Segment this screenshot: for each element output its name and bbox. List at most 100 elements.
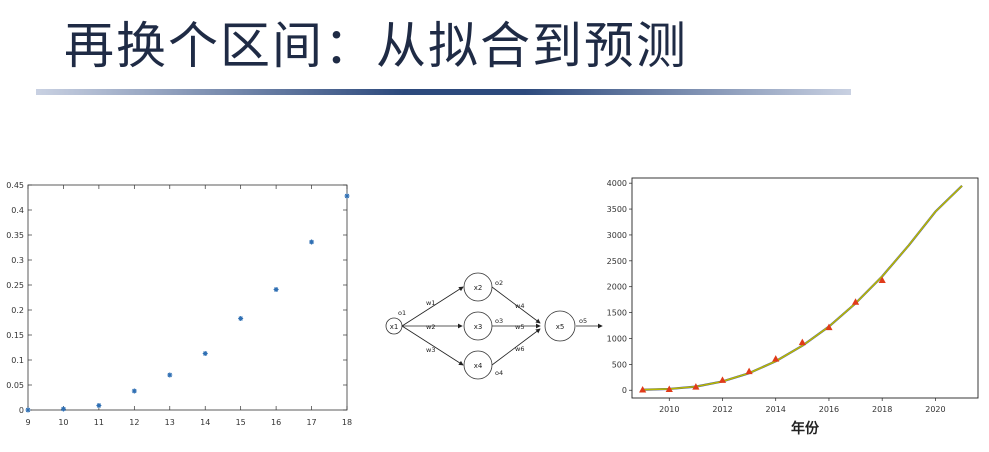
prediction-chart: 0 500 1000 1500 2000 2500 3000 3500 4000 2010 2012… bbox=[595, 172, 989, 448]
edge-label-o3: o3 bbox=[495, 317, 503, 325]
plot-frame bbox=[631, 177, 979, 399]
x-axis-label: 年份 bbox=[791, 420, 820, 437]
x-tick-label: 2012 bbox=[712, 405, 732, 414]
y-tick-label: 0.4 bbox=[11, 206, 24, 215]
data-point-star bbox=[309, 239, 315, 245]
node-x5-label: x5 bbox=[556, 323, 565, 331]
y-tick-label: 1500 bbox=[607, 309, 627, 318]
observed-point bbox=[772, 355, 780, 362]
x-tick-label: 2016 bbox=[819, 405, 839, 414]
edge-label-o2: o2 bbox=[495, 279, 503, 287]
observed-point bbox=[798, 338, 806, 346]
y-tick-label: 0.05 bbox=[6, 381, 24, 390]
node-x3-label: x3 bbox=[474, 323, 483, 331]
x-tick-label: 14 bbox=[200, 418, 210, 427]
x-tick-label: 2010 bbox=[659, 405, 679, 414]
data-point bbox=[167, 372, 173, 378]
data-point-star bbox=[238, 316, 244, 321]
edge-x1-x4 bbox=[401, 325, 464, 366]
node-x4-label: x4 bbox=[474, 362, 483, 370]
x-tick-label: 2014 bbox=[766, 405, 786, 414]
node-x1-label: x1 bbox=[390, 323, 399, 331]
data-point-star bbox=[96, 403, 102, 408]
data-point bbox=[344, 193, 350, 199]
y-tick-label: 0.25 bbox=[6, 281, 24, 290]
node-x2-label: x2 bbox=[474, 284, 483, 292]
y-tick-label: 2000 bbox=[607, 283, 627, 292]
observed-point bbox=[718, 376, 727, 383]
data-point-star bbox=[167, 372, 173, 378]
edge-label-w5: w5 bbox=[515, 323, 524, 331]
y-tick-label: 0.45 bbox=[6, 181, 24, 190]
y-tick-label: 0 bbox=[19, 406, 24, 415]
observed-point bbox=[851, 298, 860, 305]
data-point bbox=[60, 406, 66, 412]
network-diagram: x1 x2 x3 x4 x5 o1 w1 w2 w3 o2 o3 o4 w4 w… bbox=[380, 265, 610, 385]
x-tick-label: 13 bbox=[165, 418, 175, 427]
edge-label-w1: w1 bbox=[426, 299, 435, 307]
x-tick-label: 2018 bbox=[872, 405, 892, 414]
edge-label-w2: w2 bbox=[426, 323, 435, 331]
x-tick-label: 10 bbox=[58, 418, 68, 427]
y-tick-label: 0.15 bbox=[6, 331, 24, 340]
y-tick-label: 1000 bbox=[607, 334, 627, 343]
x-tick-label: 16 bbox=[271, 418, 281, 427]
network-diagram-svg: x1 x2 x3 x4 x5 o1 w1 w2 w3 o2 o3 o4 w4 w… bbox=[385, 272, 603, 380]
x-tick-label: 17 bbox=[306, 418, 316, 427]
edge-x1-x2 bbox=[401, 286, 464, 327]
data-point bbox=[273, 287, 279, 292]
data-point bbox=[96, 403, 102, 408]
data-point-star bbox=[273, 287, 279, 292]
observed-point bbox=[692, 383, 700, 390]
y-tick-label: 0.3 bbox=[11, 256, 24, 265]
prediction-chart-svg: 0 500 1000 1500 2000 2500 3000 3500 4000 2010 2012… bbox=[607, 177, 979, 437]
observed-point bbox=[825, 323, 833, 331]
data-point bbox=[309, 239, 315, 245]
y-tick-label: 0.1 bbox=[11, 356, 24, 365]
title-underline bbox=[36, 89, 851, 95]
y-tick-label: 0 bbox=[622, 386, 627, 395]
x-tick-label: 11 bbox=[94, 418, 104, 427]
edge-label-o4: o4 bbox=[495, 369, 503, 377]
data-point bbox=[131, 388, 137, 394]
node-x4 bbox=[463, 350, 493, 380]
plot-frame bbox=[27, 184, 348, 411]
data-point-star bbox=[25, 407, 31, 413]
y-tick-label: 3000 bbox=[607, 231, 627, 240]
y-tick-label: 0.35 bbox=[6, 231, 24, 240]
y-tick-label: 2500 bbox=[607, 257, 627, 266]
node-x1 bbox=[385, 317, 403, 335]
y-tick-label: 3500 bbox=[607, 205, 627, 214]
edge-label-o1: o1 bbox=[398, 309, 406, 317]
y-tick-label: 500 bbox=[612, 360, 627, 369]
edge-x2-x5 bbox=[491, 286, 541, 324]
observed-point bbox=[639, 385, 647, 393]
data-point bbox=[238, 316, 244, 321]
x-tick-label: 15 bbox=[236, 418, 246, 427]
data-point bbox=[202, 351, 208, 356]
node-x3 bbox=[463, 311, 493, 341]
y-tick-label: 4000 bbox=[607, 179, 627, 188]
y-tick-label: 0.2 bbox=[11, 306, 24, 315]
observed-point bbox=[665, 385, 673, 392]
x-tick-label: 12 bbox=[129, 418, 139, 427]
observed-point bbox=[745, 367, 753, 375]
data-point bbox=[25, 407, 31, 413]
x-tick-label: 2020 bbox=[925, 405, 945, 414]
data-point-star bbox=[131, 388, 137, 394]
data-point-star bbox=[60, 406, 66, 412]
node-x2 bbox=[463, 272, 493, 302]
edge-label-w3: w3 bbox=[426, 346, 435, 354]
edge-label-w6: w6 bbox=[515, 345, 524, 353]
node-x5 bbox=[544, 310, 576, 342]
x-tick-label: 18 bbox=[342, 418, 352, 427]
edge-x4-x5 bbox=[491, 328, 541, 366]
edge-label-o5: o5 bbox=[579, 317, 587, 325]
slide-title: 再换个区间：从拟合到预测 bbox=[64, 17, 688, 75]
edge-label-w4: w4 bbox=[515, 302, 524, 310]
data-point-star bbox=[202, 351, 208, 356]
data-point-star bbox=[344, 193, 350, 199]
scatter-chart: 0 0.05 0.1 0.15 0.2 0.25 0.3 0.35 0.4 0.45 9 10 11 12… bbox=[0, 175, 360, 448]
x-tick-label: 9 bbox=[25, 418, 30, 427]
scatter-chart-svg: 0 0.05 0.1 0.15 0.2 0.25 0.3 0.35 0.4 0.45 9 10 11 12… bbox=[6, 181, 352, 427]
